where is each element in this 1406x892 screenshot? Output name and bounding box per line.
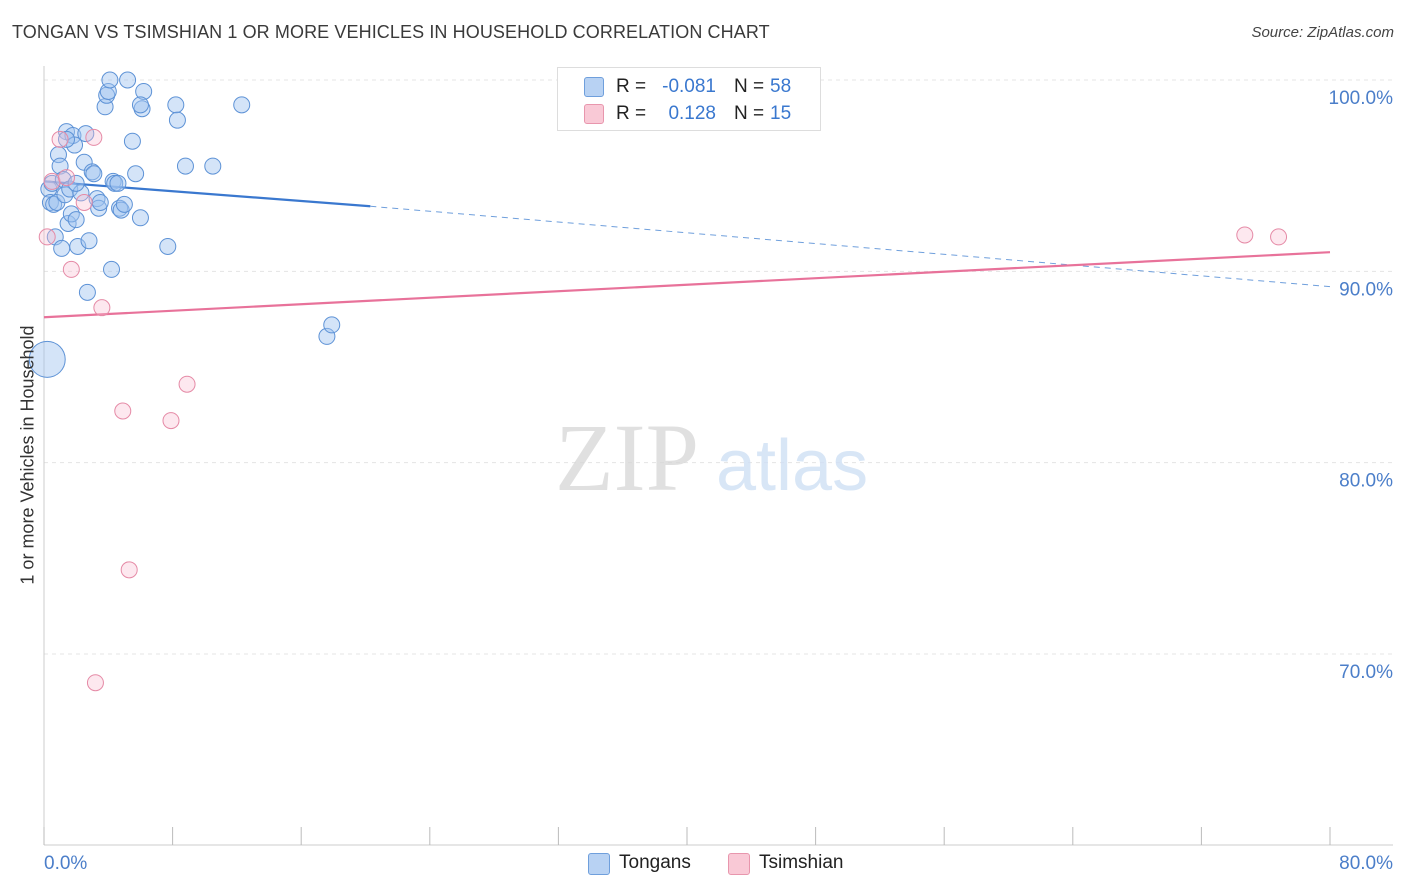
tongans-point bbox=[159, 237, 177, 255]
tsimshian-point bbox=[86, 674, 104, 692]
trendline-tsimshian bbox=[43, 251, 1331, 319]
tsimshian-point bbox=[43, 172, 61, 190]
tongans-point bbox=[85, 165, 103, 183]
tongans-point bbox=[62, 205, 80, 223]
gridlines bbox=[44, 79, 1393, 655]
legend-r-label: R = bbox=[616, 76, 647, 97]
tongans-point bbox=[69, 237, 87, 255]
tsimshian-point bbox=[38, 228, 56, 246]
tsimshian-point bbox=[51, 130, 69, 148]
tsimshian-point bbox=[114, 402, 132, 420]
tongans-point bbox=[28, 340, 66, 378]
legend-swatch-tongans bbox=[584, 77, 604, 97]
tsimshian-point bbox=[178, 375, 196, 393]
watermark-zip: ZIP bbox=[555, 404, 699, 511]
legend-row-tongans: R = -0.081 N = 58 bbox=[558, 74, 820, 100]
stats-legend: R = -0.081 N = 58 R = 0.128 N = 15 bbox=[557, 67, 821, 131]
chart-source: Source: ZipAtlas.com bbox=[1251, 24, 1394, 41]
chart-title: TONGAN VS TSIMSHIAN 1 OR MORE VEHICLES I… bbox=[12, 22, 770, 42]
tongans-point bbox=[123, 132, 141, 150]
tongans-point bbox=[80, 232, 98, 250]
legend-n-label: N = bbox=[734, 103, 765, 124]
tongans-point bbox=[167, 96, 185, 114]
tongans-point bbox=[233, 96, 251, 114]
tsimshian-point bbox=[93, 299, 111, 317]
x-tick-label: 80.0% bbox=[1339, 853, 1393, 874]
tongans-point bbox=[72, 184, 90, 202]
x-tick-label: 0.0% bbox=[44, 853, 87, 874]
legend-r-value: -0.081 bbox=[662, 76, 716, 97]
legend-n-label: N = bbox=[734, 76, 765, 97]
tsimshian-point bbox=[62, 260, 80, 278]
trendline-tongans-extension bbox=[370, 205, 1331, 288]
tsimshian-point bbox=[85, 128, 103, 146]
tick-labels: 70.0% 80.0% 90.0% 100.0% 0.0% 80.0% bbox=[44, 88, 1393, 874]
data-points bbox=[28, 71, 1288, 692]
tsimshian-point bbox=[120, 561, 138, 579]
trendline-tongans bbox=[43, 180, 371, 208]
tongans-point bbox=[204, 157, 222, 175]
tongans-point bbox=[127, 165, 145, 183]
tongans-point bbox=[115, 195, 133, 213]
tsimshian-point bbox=[58, 169, 76, 187]
tongans-point bbox=[59, 215, 77, 232]
tongans-point bbox=[67, 211, 85, 229]
tongans-point bbox=[67, 174, 85, 192]
tongans-point bbox=[168, 111, 186, 129]
y-tick-label: 80.0% bbox=[1339, 471, 1393, 492]
y-tick-label: 100.0% bbox=[1329, 88, 1394, 109]
tongans-point bbox=[112, 201, 130, 219]
tsimshian-point bbox=[1236, 226, 1254, 244]
tongans-point bbox=[53, 239, 71, 257]
watermark-atlas: atlas bbox=[716, 426, 868, 506]
tsimshian-point bbox=[75, 193, 93, 211]
tongans-point bbox=[78, 283, 96, 301]
legend-n-value: 15 bbox=[770, 103, 792, 124]
tongans-point bbox=[103, 260, 121, 278]
y-axis-label: 1 or more Vehicles in Household bbox=[17, 325, 38, 585]
legend-row-tsimshian: R = 0.128 N = 15 bbox=[558, 101, 820, 127]
tongans-point bbox=[58, 130, 76, 148]
tongans-point bbox=[119, 71, 137, 89]
tongans-point bbox=[91, 193, 109, 211]
tongans-point bbox=[41, 193, 59, 211]
bottom-legend-swatch-tsimshian bbox=[728, 853, 750, 875]
bottom-legend-label-tsimshian: Tsimshian bbox=[759, 852, 844, 873]
legend-swatch-tsimshian bbox=[584, 104, 604, 124]
tongans-point bbox=[323, 316, 341, 334]
tongans-point bbox=[45, 195, 63, 213]
tsimshian-point bbox=[1270, 228, 1288, 246]
y-tick-label: 90.0% bbox=[1339, 279, 1393, 300]
legend-r-label: R = bbox=[616, 103, 647, 124]
bottom-legend-swatch-tongans bbox=[588, 853, 610, 875]
tongans-point bbox=[101, 71, 119, 89]
tongans-point bbox=[131, 96, 149, 114]
bottom-legend-label-tongans: Tongans bbox=[619, 852, 691, 873]
legend-r-value: 0.128 bbox=[668, 103, 716, 124]
y-tick-label: 70.0% bbox=[1339, 662, 1393, 683]
tongans-point bbox=[131, 209, 149, 227]
tongans-point bbox=[135, 82, 153, 100]
tongans-point bbox=[109, 174, 127, 192]
legend-n-value: 58 bbox=[770, 76, 792, 97]
tongans-point bbox=[90, 199, 108, 217]
tongans-point bbox=[77, 125, 95, 143]
tongans-point bbox=[176, 157, 194, 175]
trendlines bbox=[43, 180, 1331, 319]
tsimshian-point bbox=[162, 412, 180, 430]
